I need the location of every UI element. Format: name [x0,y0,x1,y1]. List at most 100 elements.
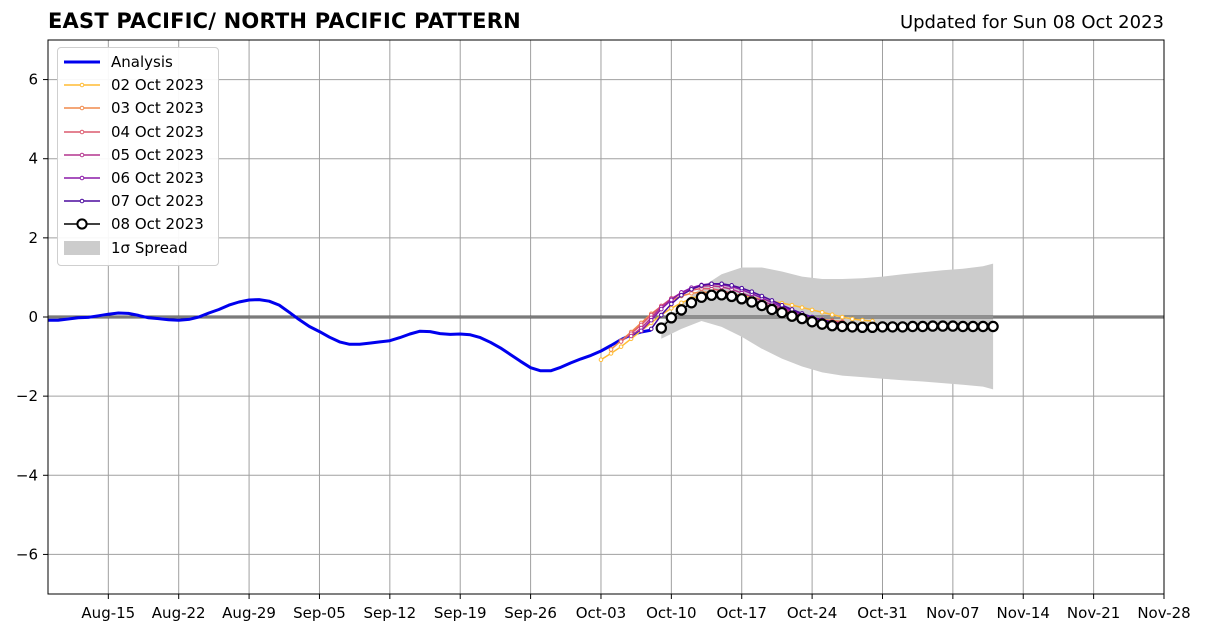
forecast-point [729,283,734,288]
legend-swatch-patch [64,240,100,255]
forecast-point [799,305,805,310]
forecast-point [749,289,755,294]
forecast-point [796,312,808,325]
x-tick-label: Sep-26 [504,604,557,622]
chart-title: EAST PACIFIC/ NORTH PACIFIC PATTERN [48,9,521,33]
forecast-point [725,290,738,303]
analysis-series-layer [48,298,652,373]
forecast-point [759,293,765,299]
forecast-point [655,322,667,334]
legend-swatch [64,218,100,230]
forecast-point [819,309,825,315]
legend-swatch [64,240,100,255]
legend-swatch-marker [79,198,85,204]
x-tick-label: Oct-10 [646,604,696,622]
forecast-point [816,318,828,330]
y-tick-label: 6 [28,71,38,89]
forecast-point [658,306,664,312]
legend-swatch-marker [76,218,88,230]
forecast-point [618,344,624,349]
legend-swatch-marker [79,152,85,158]
forecast-point [809,307,815,313]
forecast-point [927,320,939,332]
forecast-point [987,320,999,333]
forecast-point [856,321,869,333]
forecast-point [947,320,959,332]
updated-date: Updated for Sun 08 Oct 2023 [899,12,1164,33]
legend-item: 05 Oct 2023 [58,144,218,166]
forecast-point [886,321,899,333]
forecast-point [628,333,634,339]
analysis-line [48,298,652,373]
legend-label: 06 Oct 2023 [111,169,204,187]
legend-swatch [64,175,100,181]
forecast-point [608,351,614,356]
legend-item: 1σ Spread [58,237,218,259]
legend-label: 07 Oct 2023 [111,192,204,211]
y-tick-label: 4 [28,150,38,168]
legend-swatch-marker [79,129,85,134]
x-tick-label: Sep-05 [293,604,346,622]
forecast-point [669,301,674,307]
legend-label: 03 Oct 2023 [111,99,204,118]
forecast-point [675,304,688,316]
legend-swatch [64,60,100,64]
y-tick-label: −4 [16,466,38,484]
forecast-point [839,314,845,320]
forecast-point [689,287,694,292]
legend-item: 06 Oct 2023 [58,167,218,189]
forecast-point [709,281,714,287]
forecast-point [699,283,704,288]
forecast-point [665,312,678,324]
forecast-point [618,339,624,344]
forecast-point [896,321,909,333]
y-tick-label: −2 [16,387,38,405]
legend-label: 05 Oct 2023 [111,145,204,164]
forecast-point [967,320,979,333]
forecast-point [789,302,795,308]
forecast-point [679,300,684,306]
legend-swatch-marker [79,82,85,88]
forecast-point [766,303,778,316]
x-tick-label: Aug-29 [222,604,276,622]
x-tick-label: Oct-03 [576,604,626,622]
forecast-point [638,328,644,334]
legend-swatch-marker [79,106,85,111]
forecast-point [836,320,848,333]
x-axis-ticks: Aug-15 Aug-22 Aug-29 Sep-05 Sep-12 Sep-19 Sep-… [81,594,1191,622]
x-tick-label: Nov-28 [1137,604,1190,622]
forecast-point [826,320,838,332]
legend-item: Analysis [58,51,218,73]
forecast-point [829,312,835,317]
forecast-point [598,357,604,363]
forecast-point [705,289,718,301]
forecast-point [917,320,929,333]
x-tick-label: Sep-12 [363,604,416,622]
legend-swatch [64,198,100,204]
legend: Analysis 02 Oct 2023 03 Oct 2023 04 Oct 202… [57,47,219,266]
legend-item: 08 Oct 2023 [58,213,218,235]
forecast-point [719,281,724,287]
legend-label: Analysis [111,53,173,71]
zero-line-layer [48,315,1164,319]
forecast-point [695,291,708,303]
forecast-point [846,321,859,333]
x-tick-label: Oct-31 [857,604,907,622]
forecast-point [658,312,664,318]
forecast-point [776,306,788,319]
x-tick-label: Nov-07 [926,604,979,622]
y-tick-label: 2 [28,229,38,247]
forecast-point [937,320,949,332]
legend-item: 07 Oct 2023 [58,190,218,212]
legend-item: 04 Oct 2023 [58,121,218,143]
x-tick-label: Oct-17 [717,604,767,622]
forecast-point [756,299,768,312]
legend-swatch [64,106,100,111]
legend-item: 03 Oct 2023 [58,97,218,119]
forecast-point [806,316,818,328]
legend-swatch [64,129,100,134]
forecast-point [739,285,745,291]
forecast-point [685,297,698,309]
forecast-point [876,321,889,333]
